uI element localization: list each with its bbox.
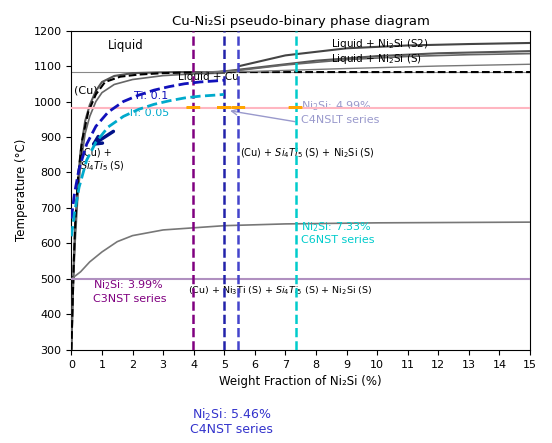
Text: Ni$_2$Si: 3.99%
C3NST series: Ni$_2$Si: 3.99% C3NST series [93,279,166,304]
Text: Ni$_2$Si: 4.99%
C4NSLT series: Ni$_2$Si: 4.99% C4NSLT series [301,99,379,125]
Text: Ti: 0.05: Ti: 0.05 [128,109,169,118]
Text: Liquid: Liquid [108,39,144,52]
Text: (Cu) + Ni$_3$Ti (S) + $Si_4Ti_5$ (S) + Ni$_2$Si (S): (Cu) + Ni$_3$Ti (S) + $Si_4Ti_5$ (S) + N… [188,284,372,296]
Y-axis label: Temperature (°C): Temperature (°C) [15,139,28,241]
Text: Liquid + Ni$_2$Si (S): Liquid + Ni$_2$Si (S) [331,52,422,66]
Text: C4NST series: C4NST series [190,423,273,436]
Text: Liquid + Ni$_2$Si (S2): Liquid + Ni$_2$Si (S2) [331,36,429,51]
Text: (Cu): (Cu) [74,85,98,96]
Text: (Cu) + $Si_4Ti_5$ (S) + Ni$_2$Si (S): (Cu) + $Si_4Ti_5$ (S) + Ni$_2$Si (S) [240,147,374,160]
Text: Ni$_2$Si: 7.33%
C6NST series: Ni$_2$Si: 7.33% C6NST series [301,220,374,245]
Text: (Cu) +
$Si_4Ti_5$ (S): (Cu) + $Si_4Ti_5$ (S) [80,148,125,173]
Text: Liquid + Cu: Liquid + Cu [178,72,239,82]
Text: Ti: 0.1: Ti: 0.1 [134,91,168,101]
X-axis label: Weight Fraction of Ni₂Si (%): Weight Fraction of Ni₂Si (%) [219,375,382,388]
Text: Ni$_2$Si: 5.46%: Ni$_2$Si: 5.46% [192,407,272,423]
Title: Cu-Ni₂Si pseudo-binary phase diagram: Cu-Ni₂Si pseudo-binary phase diagram [172,15,429,28]
